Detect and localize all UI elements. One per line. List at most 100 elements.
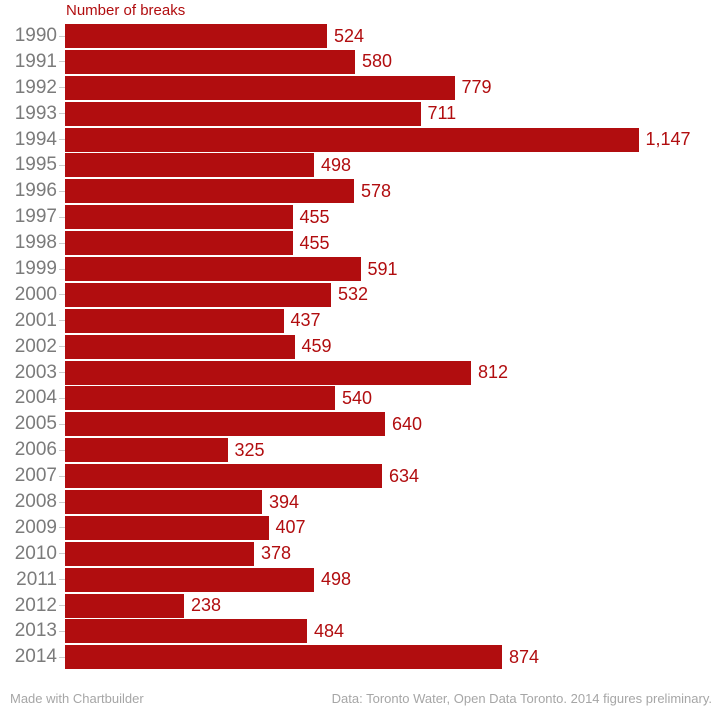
chart-row: 2014 874 xyxy=(0,645,720,670)
axis-tick-mark xyxy=(59,190,65,192)
chart-footer: Made with Chartbuilder Data: Toronto Wat… xyxy=(10,691,712,706)
axis-tick-mark xyxy=(59,216,65,218)
bar-2009 xyxy=(65,515,269,540)
bar-2012 xyxy=(65,593,184,618)
bar-2008 xyxy=(65,490,262,515)
bar-1997 xyxy=(65,205,293,230)
chart-row: 1996 578 xyxy=(0,179,720,204)
axis-tick-mark xyxy=(59,423,65,425)
year-tick-label: 1993 xyxy=(14,102,57,124)
bar-2011 xyxy=(65,567,314,592)
chart-rows: 1990 524 1991 580 1992 779 1993 711 1994 1,147 199… xyxy=(0,24,720,671)
axis-tick-mark xyxy=(59,320,65,322)
value-label: 459 xyxy=(301,336,332,357)
axis-tick-mark xyxy=(59,475,65,477)
axis-tick-mark xyxy=(59,113,65,115)
chart-row: 2006 325 xyxy=(0,438,720,463)
bar-2000 xyxy=(65,282,331,307)
value-label: 325 xyxy=(234,439,265,460)
bar-1992 xyxy=(65,75,455,100)
value-label: 578 xyxy=(361,180,392,201)
chart-row: 2008 394 xyxy=(0,490,720,515)
year-tick-label: 2006 xyxy=(14,439,57,461)
bar-2005 xyxy=(65,412,385,437)
chart-row: 2000 532 xyxy=(0,282,720,307)
year-tick-label: 1998 xyxy=(14,232,57,254)
value-label: 238 xyxy=(191,595,222,616)
bar-2013 xyxy=(65,619,307,644)
chart-row: 2012 238 xyxy=(0,593,720,618)
axis-tick-mark xyxy=(59,268,65,270)
bar-1995 xyxy=(65,153,314,178)
chart-row: 1994 1,147 xyxy=(0,127,720,152)
axis-tick-mark xyxy=(59,87,65,89)
bar-2002 xyxy=(65,334,295,359)
value-label: 634 xyxy=(389,465,420,486)
chart-row: 1995 498 xyxy=(0,153,720,178)
chart-row: 2009 407 xyxy=(0,515,720,540)
axis-tick-mark xyxy=(59,35,65,37)
value-label: 580 xyxy=(362,51,393,72)
year-tick-label: 1999 xyxy=(14,258,57,280)
year-tick-label: 2002 xyxy=(14,335,57,357)
year-tick-label: 2001 xyxy=(14,309,57,331)
chart-row: 1992 779 xyxy=(0,75,720,100)
year-tick-label: 1992 xyxy=(14,76,57,98)
year-tick-label: 2005 xyxy=(14,413,57,435)
value-label: 874 xyxy=(509,646,540,667)
year-tick-label: 2010 xyxy=(14,542,57,564)
year-tick-label: 2007 xyxy=(14,465,57,487)
bar-2003 xyxy=(65,360,471,385)
value-label: 498 xyxy=(321,154,352,175)
bar-1991 xyxy=(65,49,355,74)
year-tick-label: 2000 xyxy=(14,283,57,305)
chart-row: 2011 498 xyxy=(0,567,720,592)
year-tick-label: 2008 xyxy=(14,491,57,513)
value-label: 591 xyxy=(367,258,398,279)
bar-1990 xyxy=(65,24,327,48)
chart-row: 2013 484 xyxy=(0,619,720,644)
value-label: 532 xyxy=(338,284,369,305)
value-label: 640 xyxy=(392,413,423,434)
axis-tick-mark xyxy=(59,242,65,244)
chart-title: Number of breaks xyxy=(66,2,186,19)
axis-tick-mark xyxy=(59,527,65,529)
axis-tick-mark xyxy=(59,372,65,374)
value-label: 455 xyxy=(299,206,330,227)
axis-tick-mark xyxy=(59,501,65,503)
year-tick-label: 2014 xyxy=(14,646,57,668)
axis-tick-mark xyxy=(59,164,65,166)
chart-row: 2003 812 xyxy=(0,360,720,385)
value-label: 779 xyxy=(461,77,492,98)
chart-row: 1999 591 xyxy=(0,257,720,282)
chart-row: 2005 640 xyxy=(0,412,720,437)
chart-row: 1993 711 xyxy=(0,101,720,126)
value-label: 498 xyxy=(321,569,352,590)
bar-1996 xyxy=(65,179,354,204)
year-tick-label: 2012 xyxy=(14,594,57,616)
value-label: 407 xyxy=(275,517,306,538)
value-label: 455 xyxy=(299,232,330,253)
bar-1994 xyxy=(65,127,639,152)
chart-row: 2001 437 xyxy=(0,308,720,333)
chart-row: 2007 634 xyxy=(0,464,720,489)
year-tick-label: 1995 xyxy=(14,154,57,176)
value-label: 484 xyxy=(314,620,345,641)
year-tick-label: 2013 xyxy=(14,620,57,642)
chart-row: 1998 455 xyxy=(0,231,720,256)
bar-2010 xyxy=(65,541,254,566)
axis-tick-mark xyxy=(59,449,65,451)
bar-2014 xyxy=(65,645,502,670)
axis-tick-mark xyxy=(59,139,65,141)
axis-tick-mark xyxy=(59,630,65,632)
year-tick-label: 2003 xyxy=(14,361,57,383)
bar-2007 xyxy=(65,464,382,489)
footer-source: Data: Toronto Water, Open Data Toronto. … xyxy=(331,691,712,706)
year-tick-label: 2011 xyxy=(16,568,57,590)
year-tick-label: 1997 xyxy=(14,206,57,228)
axis-tick-mark xyxy=(59,346,65,348)
year-tick-label: 2004 xyxy=(14,387,57,409)
chart-row: 1991 580 xyxy=(0,49,720,74)
year-tick-label: 1990 xyxy=(14,25,57,46)
